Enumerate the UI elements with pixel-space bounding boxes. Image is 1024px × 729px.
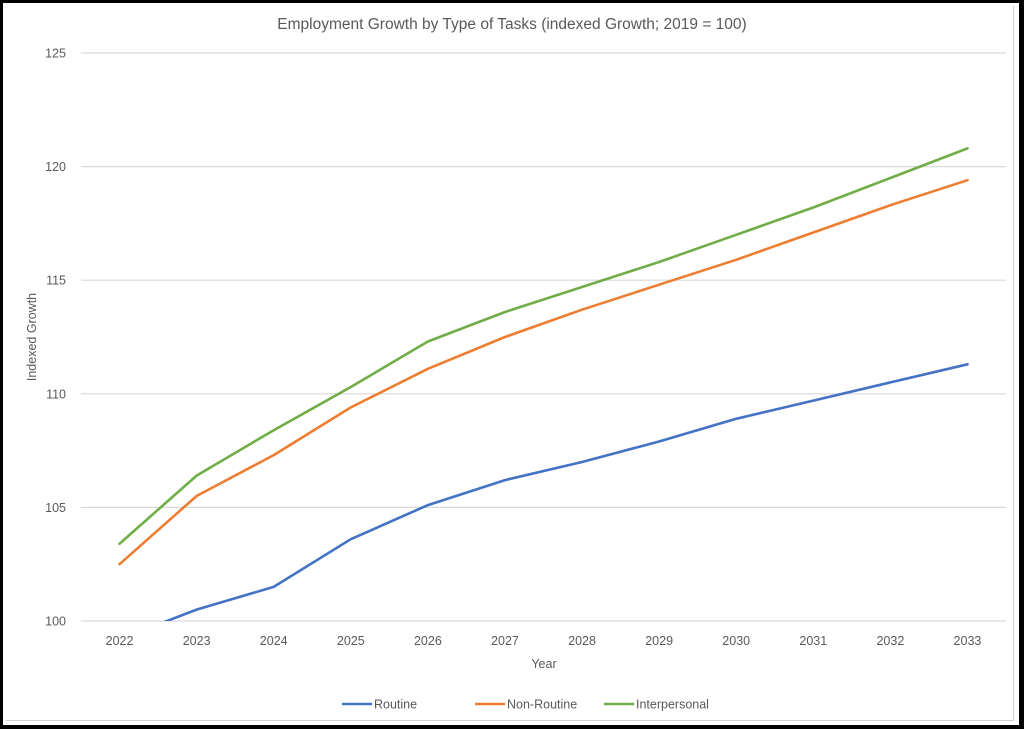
y-tick-label: 120	[45, 160, 66, 174]
x-tick-label: 2030	[722, 634, 750, 648]
y-tick-label: 105	[45, 501, 66, 515]
x-tick-label: 2031	[799, 634, 827, 648]
chart-title: Employment Growth by Type of Tasks (inde…	[277, 16, 746, 33]
legend-item-routine[interactable]: Routine	[342, 698, 417, 712]
legend-label: Interpersonal	[636, 698, 709, 712]
legend: Routine Non-Routine Interpersonal	[342, 698, 709, 712]
y-tick-label: 115	[46, 274, 66, 288]
y-axis-label: Indexed Growth	[25, 293, 39, 381]
x-tick-label: 2023	[183, 634, 211, 648]
legend-item-interpersonal[interactable]: Interpersonal	[604, 698, 709, 712]
legend-item-non-routine[interactable]: Non-Routine	[475, 698, 577, 712]
gridlines	[81, 52, 1006, 622]
y-axis-ticks: 100 105 110 115 120 125	[45, 47, 66, 629]
x-axis-ticks: 2022 2023 2024 2025 2026 2027 2028 2029 2030 2031…	[106, 634, 982, 648]
x-tick-label: 2028	[568, 634, 596, 648]
x-tick-label: 2033	[954, 634, 982, 648]
series-line-routine	[163, 362, 969, 621]
x-tick-label: 2024	[260, 634, 288, 648]
y-tick-label: 125	[45, 47, 66, 61]
y-tick-label: 100	[45, 615, 66, 629]
x-tick-label: 2027	[491, 634, 519, 648]
series-line-interpersonal	[118, 147, 969, 546]
x-tick-label: 2032	[876, 634, 904, 648]
series-line-non-routine	[118, 178, 969, 566]
x-axis-label: Year	[531, 657, 556, 671]
x-tick-label: 2029	[645, 634, 673, 648]
legend-label: Routine	[374, 698, 417, 712]
legend-label: Non-Routine	[507, 698, 577, 712]
x-tick-label: 2025	[337, 634, 365, 648]
chart-area	[6, 6, 1014, 721]
series-lines	[118, 147, 969, 621]
x-tick-label: 2022	[106, 634, 134, 648]
x-tick-label: 2026	[414, 634, 442, 648]
y-tick-label: 110	[46, 387, 66, 401]
